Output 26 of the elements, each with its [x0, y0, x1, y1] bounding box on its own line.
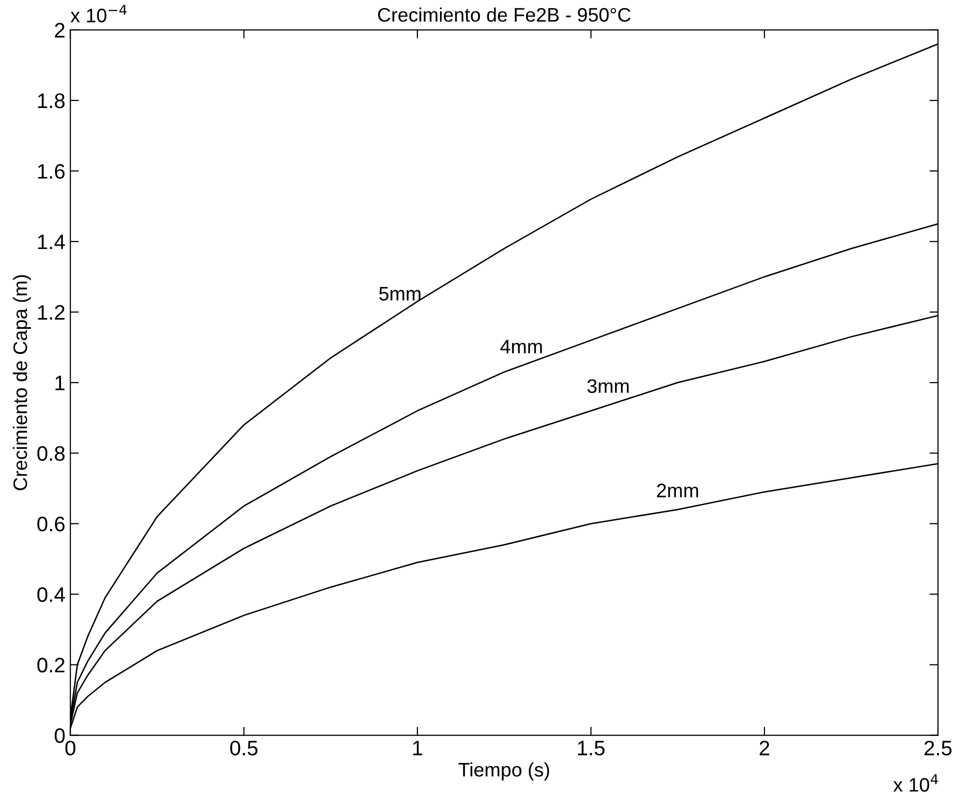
y-tick-label: 1.2: [38, 305, 64, 320]
y-tick-label: 1: [56, 376, 64, 390]
x-tick-label: 0: [65, 740, 76, 756]
x-tick-label: 2: [760, 740, 770, 756]
series-label: 4mm: [500, 340, 542, 354]
series-label: 3mm: [587, 379, 629, 393]
text: x 10$^{−4}$: [70, 4, 127, 22]
chart-title: Crecimiento de Fe2B - 950°C: [378, 7, 631, 22]
x-tick-label: 0.5: [230, 740, 258, 756]
text: x 10$^{4}$: [893, 774, 938, 792]
series-label: 5mm: [379, 287, 420, 301]
y-tick-label: 0: [54, 728, 65, 744]
y-tick-label: 0.8: [37, 446, 65, 461]
y-axis-title: Crecimiento de Capa (m): [12, 275, 31, 490]
y-tick-label: 1.4: [38, 234, 65, 250]
y-tick-label: 1.8: [38, 93, 65, 108]
x-tick-label: 2.5: [924, 740, 952, 756]
y-tick-label: 0.6: [37, 516, 65, 532]
y-tick-label: 2: [54, 22, 64, 38]
x-tick-label: 1.5: [578, 740, 605, 756]
y-tick-label: 1.6: [38, 164, 65, 179]
x-axis-title: Tiempo (s): [458, 762, 550, 780]
y-tick-label: 0.2: [37, 658, 64, 672]
series-label: 2mm: [657, 484, 698, 498]
x-tick-label: 1: [413, 740, 422, 756]
y-tick-label: 0.4: [37, 587, 65, 602]
